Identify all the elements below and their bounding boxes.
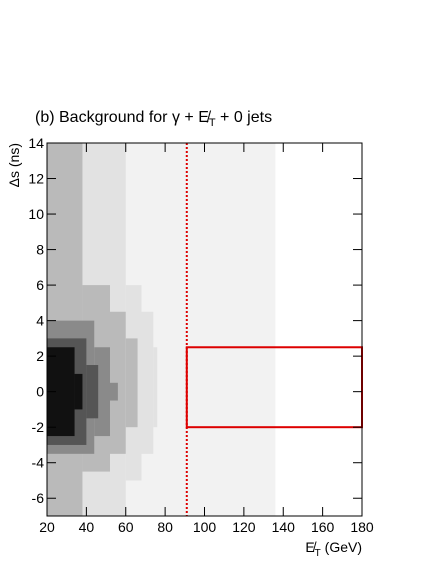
title-main: (b) Background for γ + E̸ xyxy=(35,109,212,126)
heatmap-cell xyxy=(141,311,154,454)
y-tick-label: 6 xyxy=(36,277,44,293)
y-tick-label: 4 xyxy=(36,313,44,329)
y-tick-label: 2 xyxy=(36,348,44,364)
heatmap-cell xyxy=(74,373,83,410)
x-label-suffix: (GeV) xyxy=(321,539,362,555)
heatmap-cell xyxy=(110,382,118,401)
title-suffix: + 0 jets xyxy=(216,109,272,126)
y-tick-label: -6 xyxy=(32,490,45,506)
x-tick-label: 160 xyxy=(311,519,335,535)
y-tick-label: 14 xyxy=(28,135,44,151)
y-tick-label: 0 xyxy=(36,384,44,400)
x-label-main: E̸ xyxy=(305,539,316,555)
x-label-subscript: T xyxy=(315,548,321,559)
x-axis-label: E̸T (GeV) xyxy=(305,539,362,559)
x-tick-label: 40 xyxy=(79,519,95,535)
x-tick-label: 20 xyxy=(39,519,55,535)
x-tick-label: 80 xyxy=(157,519,173,535)
y-tick-label: 8 xyxy=(36,242,44,258)
y-tick-label: -4 xyxy=(32,455,45,471)
x-tick-label: 60 xyxy=(118,519,134,535)
chart-title: (b) Background for γ + E̸T + 0 jets xyxy=(35,109,272,129)
x-tick-label: 180 xyxy=(350,519,374,535)
heatmap-cell xyxy=(153,347,158,428)
heatmap-cell xyxy=(86,365,99,419)
x-tick-label: 140 xyxy=(272,519,296,535)
y-tick-label: 10 xyxy=(28,206,44,222)
y-tick-label: -2 xyxy=(32,419,45,435)
x-tick-label: 100 xyxy=(193,519,217,535)
x-tick-label: 120 xyxy=(232,519,256,535)
y-tick-label: 12 xyxy=(28,171,44,187)
title-subscript: T xyxy=(209,117,216,129)
y-axis-label: Δs (ns) xyxy=(6,143,22,187)
heatmap-cell xyxy=(125,338,138,428)
